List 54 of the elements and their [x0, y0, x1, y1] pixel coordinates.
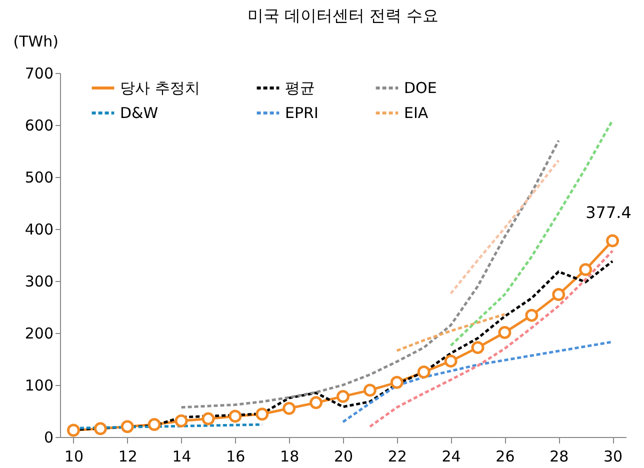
y-tick-label: 500	[24, 168, 54, 186]
x-tick-label: 10	[64, 448, 84, 466]
legend-label: EIA	[404, 104, 429, 122]
point	[94, 422, 107, 436]
point	[256, 408, 269, 421]
point	[202, 412, 215, 426]
point	[579, 263, 592, 276]
point	[471, 341, 484, 354]
legend-label: EPRI	[285, 104, 318, 122]
legend-label: 평균	[285, 79, 315, 97]
y-tick-label: 0	[44, 428, 54, 446]
point	[120, 420, 134, 434]
y-tick-label: 100	[24, 376, 54, 394]
line-series	[180, 139, 560, 409]
point	[390, 376, 404, 389]
x-tick-label: 14	[172, 448, 192, 466]
data-label: 377.4	[586, 202, 632, 222]
point	[148, 418, 161, 432]
legend-label: 당사 추정치	[120, 79, 200, 97]
point	[606, 234, 620, 248]
point	[498, 326, 512, 339]
x-tick-label: 24	[442, 448, 461, 466]
point	[525, 308, 538, 322]
point	[174, 414, 188, 428]
x-tick-label: 30	[603, 448, 623, 466]
y-tick-label: 700	[24, 64, 54, 82]
y-tick-label: 200	[24, 324, 54, 342]
y-tick-label: 300	[24, 272, 54, 290]
point	[336, 390, 350, 403]
point	[363, 384, 376, 397]
x-tick-label: 20	[334, 448, 354, 466]
x-tick-label: 16	[226, 448, 246, 466]
x-tick-label: 26	[496, 448, 515, 466]
x-tick-label: 12	[118, 448, 138, 466]
x-tick-label: 18	[280, 448, 300, 466]
y-tick-label: 600	[24, 116, 54, 134]
y-tick-label: 400	[24, 220, 54, 238]
x-tick-label: 28	[550, 448, 569, 466]
legend-label: D&W	[120, 104, 158, 122]
line-series	[396, 313, 506, 352]
point	[444, 354, 458, 368]
point	[552, 288, 566, 302]
point	[310, 396, 323, 410]
point	[66, 424, 80, 437]
line-series	[342, 340, 614, 424]
point	[282, 402, 296, 415]
chart-title: 미국 데이터센터 전력 수요	[247, 6, 439, 25]
y-axis-title: (TWh)	[13, 32, 58, 50]
point	[228, 410, 242, 423]
x-tick-label: 22	[388, 448, 407, 466]
line-series	[450, 159, 560, 295]
legend-label: DOE	[404, 79, 437, 97]
point	[417, 366, 430, 378]
line-series	[368, 250, 614, 428]
